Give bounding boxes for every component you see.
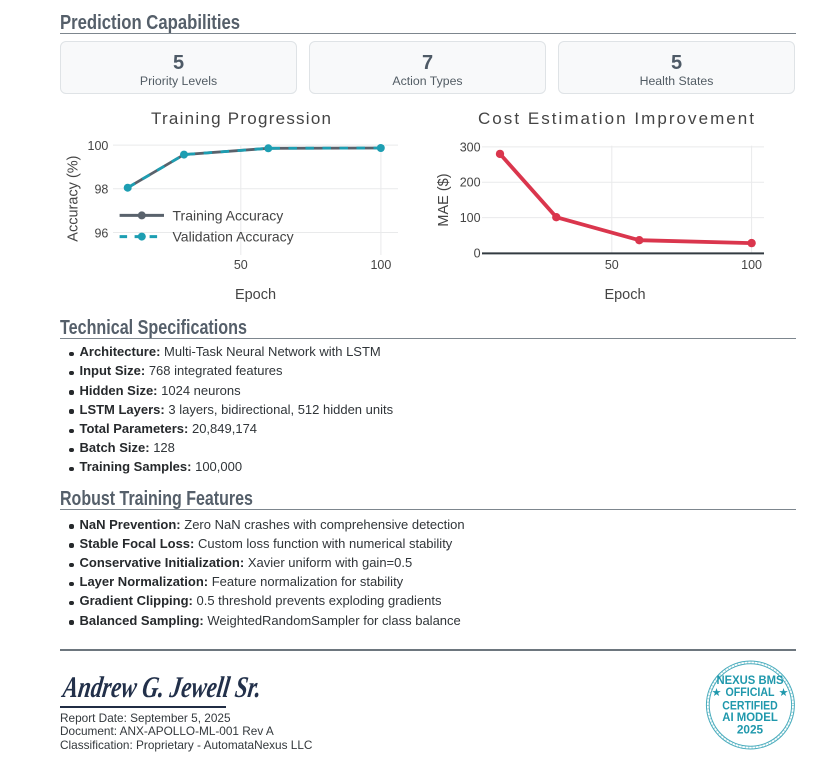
svg-text:96: 96 (94, 226, 108, 240)
svg-text:Validation Accuracy: Validation Accuracy (173, 229, 294, 245)
svg-text:NEXUS BMS: NEXUS BMS (717, 673, 784, 687)
svg-text:2025: 2025 (737, 723, 764, 737)
svg-text:Accuracy (%): Accuracy (%) (66, 155, 82, 241)
svg-text:Epoch: Epoch (235, 287, 276, 303)
svg-text:Cost Estimation Improvement: Cost Estimation Improvement (478, 109, 754, 128)
svg-text:100: 100 (460, 211, 481, 225)
svg-text:AI MODEL: AI MODEL (722, 710, 778, 724)
svg-text:Epoch: Epoch (604, 287, 645, 303)
svg-text:0: 0 (474, 247, 481, 261)
svg-text:200: 200 (460, 176, 481, 190)
svg-text:50: 50 (234, 258, 248, 272)
svg-text:100: 100 (741, 258, 762, 272)
svg-text:OFFICIAL: OFFICIAL (726, 685, 775, 699)
svg-text:100: 100 (370, 258, 391, 272)
svg-text:★: ★ (779, 688, 788, 699)
svg-text:Andrew G. Jewell Sr.: Andrew G. Jewell Sr. (60, 670, 264, 704)
svg-text:98: 98 (94, 183, 108, 197)
svg-text:100: 100 (88, 139, 109, 153)
svg-text:Training Accuracy: Training Accuracy (173, 207, 284, 223)
svg-text:CERTIFIED: CERTIFIED (722, 699, 778, 713)
svg-text:50: 50 (605, 258, 619, 272)
svg-text:★: ★ (712, 688, 721, 699)
svg-text:300: 300 (460, 140, 481, 154)
svg-text:Training Progression: Training Progression (151, 109, 331, 128)
svg-text:MAE ($): MAE ($) (436, 173, 452, 226)
